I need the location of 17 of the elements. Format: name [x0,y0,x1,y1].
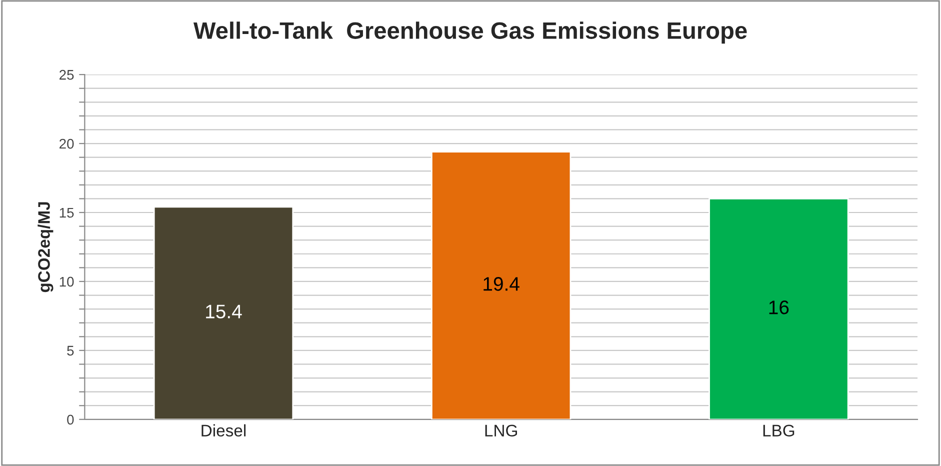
y-axis-title: gCO2eq/MJ [38,202,54,292]
data-label: 16 [769,300,789,314]
data-label: 19.4 [484,277,520,291]
x-tick-label: LNG [485,424,517,437]
x-tick-label: Diesel [202,424,246,437]
chart-title: Well-to-Tank Greenhouse Gas Emissions Europe [193,22,747,44]
y-tick-label: 10 [60,276,74,287]
y-tick-label: 25 [60,70,74,80]
bar [708,198,849,420]
y-tick-label: 20 [60,138,74,149]
data-label: 15.4 [206,304,242,318]
y-tick-label: 5 [67,346,74,356]
bar [153,206,294,420]
y-tick-label: 15 [60,208,74,218]
x-tick-label: LBG [763,424,794,437]
y-tick-label: 0 [67,414,74,425]
bar [430,151,572,420]
